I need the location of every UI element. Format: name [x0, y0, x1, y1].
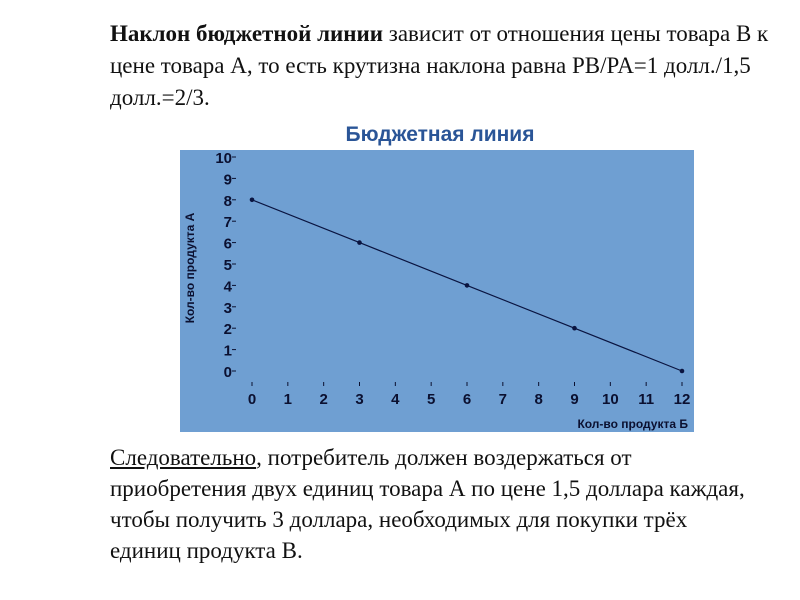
conclusion-text: , потребитель должен воздержаться от при…	[110, 445, 745, 563]
x-tick-label: 1	[284, 391, 292, 408]
x-tick-label: 10	[602, 391, 619, 408]
conclusion-underlined-text: Следовательно	[110, 445, 257, 470]
budget-line-chart: 0 1 2 3 4 5 6 7 8 9 10 0 1 2 3 4 5 6 7 8 9 10 11 12 Кол-во про…	[180, 150, 694, 432]
x-tick-label: 11	[638, 391, 654, 408]
y-tick-label: 10	[215, 150, 232, 167]
x-tick-label: 4	[391, 391, 400, 408]
x-axis-label: Кол-во продукта Б	[577, 417, 688, 431]
y-tick-label: 3	[224, 300, 232, 317]
chart-title: Бюджетная линия	[345, 123, 535, 146]
x-tick-label: 2	[319, 391, 327, 408]
x-tick-label: 5	[427, 391, 435, 408]
y-axis-label: Кол-во продукта А	[183, 212, 197, 323]
conclusion-paragraph: Следовательно, потребитель должен воздер…	[110, 442, 760, 566]
y-tick-label: 7	[224, 214, 232, 231]
y-tick-label: 1	[224, 343, 232, 360]
x-tick-label: 6	[463, 391, 471, 408]
x-tick-label: 8	[534, 391, 542, 408]
x-tick-label: 3	[355, 391, 363, 408]
y-tick-label: 9	[224, 171, 232, 188]
x-tick-label: 12	[674, 391, 691, 408]
data-point	[464, 283, 470, 288]
y-tick-label: 8	[224, 193, 232, 210]
chart-background	[180, 150, 694, 432]
y-tick-label: 2	[224, 321, 232, 338]
y-tick-label: 5	[224, 257, 232, 274]
x-tick-label: 0	[248, 391, 256, 408]
x-tick-label: 9	[570, 391, 578, 408]
y-tick-label: 6	[224, 236, 232, 253]
x-tick-label: 7	[499, 391, 507, 408]
y-axis: 0 1 2 3 4 5 6 7 8 9 10	[215, 150, 236, 381]
intro-paragraph: Наклон бюджетной линии зависит от отноше…	[110, 18, 770, 114]
series-budget-line	[249, 197, 685, 374]
x-axis: 0 1 2 3 4 5 6 7 8 9 10 11 12	[248, 382, 691, 408]
data-point	[357, 240, 362, 245]
data-point	[679, 368, 685, 374]
data-point	[249, 197, 255, 203]
data-point	[572, 325, 577, 331]
y-tick-label: 4	[224, 278, 233, 295]
intro-text: зависит от отношения цены товара В к цен…	[110, 21, 769, 110]
y-tick-label: 0	[224, 364, 232, 381]
intro-bold-text: Наклон бюджетной линии	[110, 21, 383, 46]
